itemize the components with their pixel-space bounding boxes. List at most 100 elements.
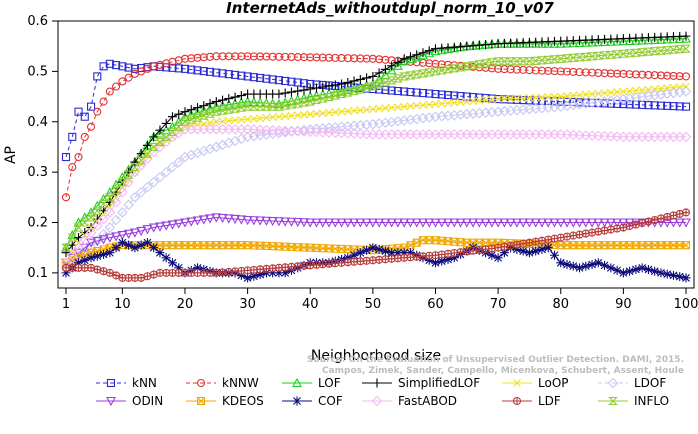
data-point <box>669 83 678 92</box>
data-point <box>424 255 434 265</box>
data-point <box>675 72 684 81</box>
data-point <box>544 93 553 101</box>
legend-swatch-marker <box>196 378 206 388</box>
legend-swatch-marker <box>607 377 619 389</box>
data-point <box>218 117 227 126</box>
data-point <box>262 113 271 122</box>
data-point <box>512 57 522 66</box>
data-point <box>293 53 302 62</box>
data-point <box>93 72 102 81</box>
data-point <box>637 263 647 273</box>
data-point <box>387 103 396 112</box>
data-point <box>160 166 172 178</box>
data-point <box>362 105 371 114</box>
data-point <box>349 86 359 96</box>
data-point <box>230 104 240 113</box>
data-point <box>613 69 622 78</box>
data-point <box>625 70 634 79</box>
data-point <box>211 107 222 116</box>
legend-swatch-marker <box>106 378 116 388</box>
data-point <box>543 243 553 253</box>
data-point <box>437 60 446 69</box>
data-point <box>675 102 684 111</box>
data-point <box>349 76 359 86</box>
data-point <box>638 70 647 79</box>
data-point <box>656 71 665 80</box>
data-point <box>618 35 629 46</box>
data-point <box>556 67 565 76</box>
data-point <box>130 243 140 253</box>
data-point <box>312 53 321 62</box>
data-point <box>462 97 471 106</box>
data-point <box>681 273 691 283</box>
data-point <box>613 99 622 108</box>
data-point <box>494 95 503 103</box>
data-point <box>468 61 478 70</box>
data-point <box>394 103 402 112</box>
data-point <box>212 68 221 77</box>
data-point <box>581 261 591 271</box>
data-point <box>224 94 234 104</box>
data-point <box>624 35 635 45</box>
data-point <box>73 217 84 227</box>
data-point <box>180 107 190 117</box>
data-point <box>599 51 610 60</box>
data-point <box>587 37 597 47</box>
data-point <box>450 91 459 100</box>
data-point <box>455 63 466 72</box>
watermark-line-2: Campos, Zimek, Sander, Campello, Micenko… <box>322 366 684 376</box>
data-point <box>68 132 77 141</box>
data-point <box>593 51 604 60</box>
data-point <box>155 248 165 258</box>
data-point <box>198 105 209 115</box>
data-point <box>387 86 396 95</box>
data-point <box>412 88 421 97</box>
data-point <box>167 112 177 122</box>
data-point <box>574 218 585 228</box>
data-point <box>537 66 547 75</box>
data-point <box>73 223 84 232</box>
data-point <box>656 101 665 110</box>
data-point <box>480 218 491 228</box>
data-point <box>580 218 591 228</box>
data-point <box>256 73 265 82</box>
data-point <box>650 85 659 93</box>
data-point <box>186 105 196 115</box>
data-point <box>136 156 146 165</box>
data-point <box>180 117 190 126</box>
legend-item-simplifiedlof: SimplifiedLOF <box>362 376 480 390</box>
data-point <box>187 65 196 74</box>
y-tick-label: 0.4 <box>27 115 48 130</box>
data-point <box>568 218 579 228</box>
data-point <box>386 218 397 228</box>
data-point <box>380 64 390 74</box>
data-point <box>681 208 691 217</box>
data-point <box>599 36 610 46</box>
data-point <box>336 89 347 99</box>
data-point <box>575 68 584 77</box>
data-point <box>613 88 621 96</box>
legend-label: FastABOD <box>398 394 457 408</box>
data-point <box>224 52 233 61</box>
x-tick-label: 30 <box>239 297 256 312</box>
data-point <box>110 214 122 226</box>
data-point <box>461 218 472 228</box>
data-point <box>305 218 316 228</box>
data-point <box>418 58 428 67</box>
data-point <box>286 217 297 227</box>
data-point <box>638 86 647 94</box>
data-point <box>513 94 521 103</box>
data-point <box>255 270 265 280</box>
data-point <box>230 214 241 225</box>
data-point <box>306 110 315 119</box>
data-point <box>562 218 572 228</box>
data-point <box>211 213 222 223</box>
data-point <box>619 87 628 96</box>
data-point <box>574 53 585 62</box>
data-point <box>262 52 271 61</box>
data-point <box>343 77 353 87</box>
data-point <box>562 67 572 76</box>
data-point <box>588 90 596 98</box>
data-point <box>249 102 259 111</box>
data-point <box>443 254 453 264</box>
